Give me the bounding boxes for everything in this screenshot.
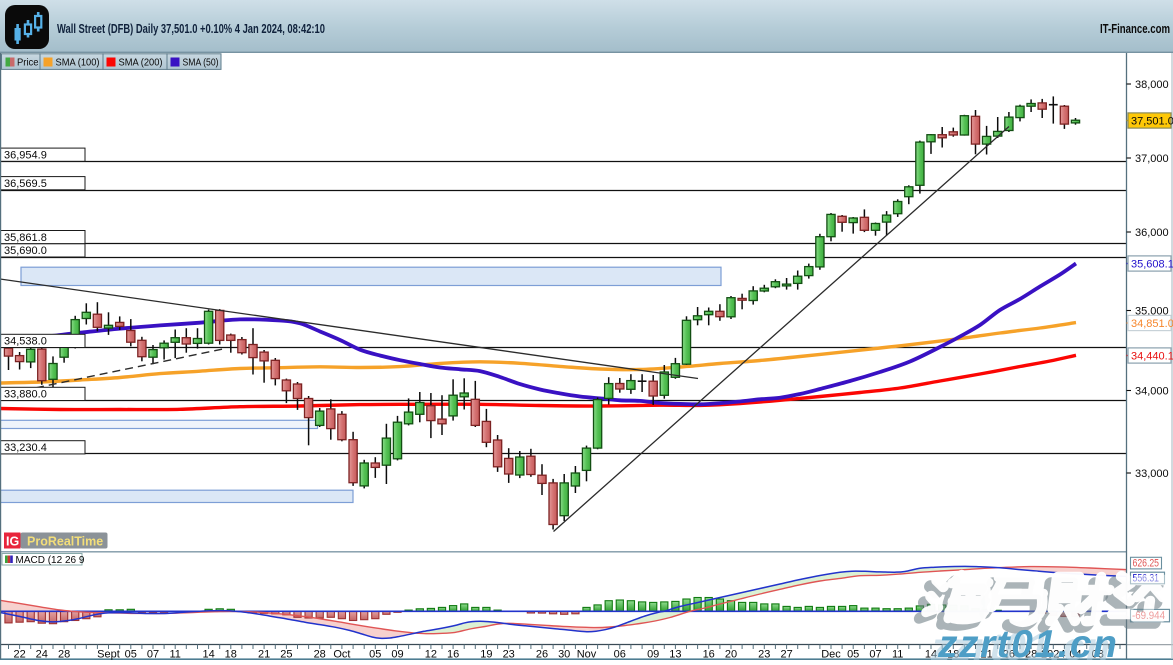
- svg-text:07: 07: [147, 649, 159, 661]
- svg-text:35,861.8: 35,861.8: [4, 232, 47, 244]
- svg-text:09: 09: [647, 649, 659, 661]
- svg-text:Nov: Nov: [577, 649, 597, 661]
- svg-text:IT-Finance.com: IT-Finance.com: [1100, 21, 1170, 36]
- svg-text:23: 23: [503, 649, 515, 661]
- svg-text:Wall Street (DFB) Daily 37,501: Wall Street (DFB) Daily 37,501.0 +0.10% …: [57, 21, 325, 36]
- svg-text:20: 20: [725, 649, 737, 661]
- svg-text:23: 23: [758, 649, 770, 661]
- svg-text:Price: Price: [17, 57, 39, 68]
- svg-text:09: 09: [391, 649, 403, 661]
- svg-text:21: 21: [258, 649, 270, 661]
- svg-text:Dec: Dec: [821, 649, 841, 661]
- svg-text:-69.944: -69.944: [1132, 610, 1165, 622]
- svg-text:27: 27: [780, 649, 792, 661]
- svg-text:Oct: Oct: [333, 649, 350, 661]
- svg-text:22: 22: [13, 649, 25, 661]
- svg-text:SMA (100): SMA (100): [56, 57, 100, 68]
- svg-text:13: 13: [669, 649, 681, 661]
- svg-text:05: 05: [847, 649, 859, 661]
- svg-text:zzrt01.cn: zzrt01.cn: [937, 623, 1118, 660]
- svg-text:37,501.0: 37,501.0: [1131, 116, 1173, 128]
- svg-text:33,880.0: 33,880.0: [4, 389, 47, 401]
- svg-text:34,000: 34,000: [1135, 385, 1169, 397]
- svg-text:24: 24: [36, 649, 48, 661]
- svg-text:34,440.1: 34,440.1: [1131, 351, 1173, 363]
- svg-text:28: 28: [58, 649, 70, 661]
- svg-text:34,538.0: 34,538.0: [4, 336, 47, 348]
- svg-text:626.25: 626.25: [1133, 558, 1160, 570]
- svg-text:38,000: 38,000: [1135, 79, 1169, 91]
- svg-text:28: 28: [314, 649, 326, 661]
- svg-text:05: 05: [369, 649, 381, 661]
- svg-text:SMA (50): SMA (50): [183, 57, 219, 68]
- svg-text:11: 11: [169, 649, 180, 661]
- svg-text:25: 25: [280, 649, 292, 661]
- svg-text:16: 16: [703, 649, 715, 661]
- svg-text:19: 19: [480, 649, 492, 661]
- svg-text:37,000: 37,000: [1135, 153, 1169, 165]
- svg-text:SMA (200): SMA (200): [119, 57, 163, 68]
- svg-text:Sept: Sept: [97, 649, 120, 661]
- svg-text:556.31: 556.31: [1133, 573, 1160, 585]
- svg-text:18: 18: [225, 649, 237, 661]
- svg-text:35,690.0: 35,690.0: [4, 245, 47, 257]
- svg-text:36,569.5: 36,569.5: [4, 178, 47, 190]
- svg-text:16: 16: [447, 649, 459, 661]
- svg-text:33,000: 33,000: [1135, 468, 1169, 480]
- svg-text:11: 11: [892, 649, 903, 661]
- svg-text:33,230.4: 33,230.4: [4, 442, 47, 454]
- svg-text:IG: IG: [6, 535, 19, 549]
- svg-text:26: 26: [536, 649, 548, 661]
- svg-text:12: 12: [425, 649, 437, 661]
- svg-text:06: 06: [614, 649, 626, 661]
- svg-text:07: 07: [869, 649, 881, 661]
- svg-text:MACD (12 26 9: MACD (12 26 9: [16, 555, 85, 566]
- svg-text:36,000: 36,000: [1135, 227, 1169, 239]
- svg-text:34,851.0: 34,851.0: [1131, 318, 1173, 330]
- svg-text:35,608.1: 35,608.1: [1131, 259, 1173, 271]
- svg-text:ProRealTime: ProRealTime: [27, 535, 103, 549]
- svg-text:36,954.9: 36,954.9: [4, 150, 47, 162]
- svg-text:05: 05: [125, 649, 137, 661]
- svg-text:30: 30: [558, 649, 570, 661]
- svg-text:14: 14: [202, 649, 214, 661]
